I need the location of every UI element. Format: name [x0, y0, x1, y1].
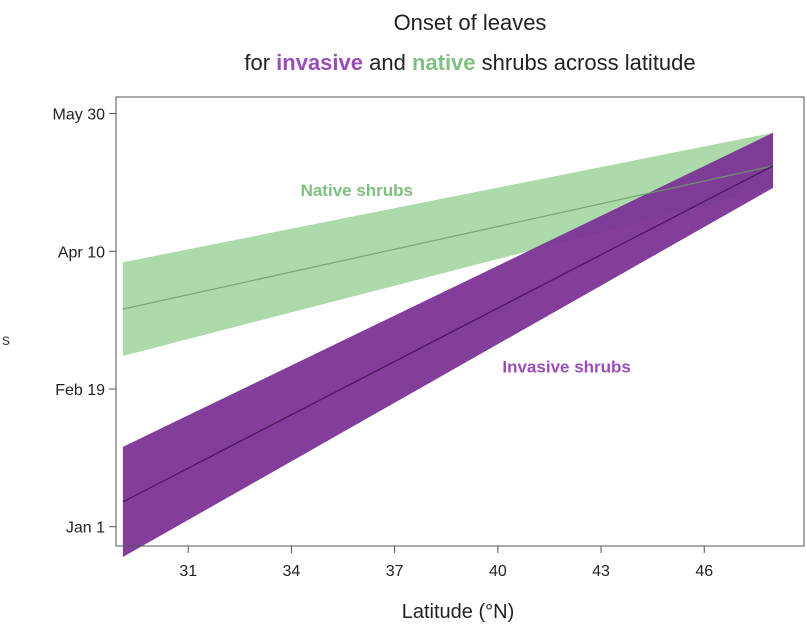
x-tick-label: 43 — [592, 563, 610, 580]
x-tick-label: 37 — [386, 563, 404, 580]
title-rest: shrubs across latitude — [476, 50, 696, 75]
invasive-shrubs-label: Invasive shrubs — [502, 357, 631, 376]
title-and: and — [363, 50, 412, 75]
invasive-shrubs-ci-band — [122, 132, 774, 558]
plot-area: 31 34 37 40 43 46 Jan 1 Feb 19 Apr 10 May 30 Nativ… — [53, 96, 805, 580]
plot-frame — [115, 96, 805, 547]
y-tick-label: Apr 10 — [58, 244, 105, 261]
title-for: for — [244, 50, 276, 75]
x-tick-label: 34 — [283, 563, 301, 580]
native-shrubs-label: Native shrubs — [301, 181, 413, 200]
native-shrubs-fit-line — [122, 165, 774, 310]
y-tick-label: Feb 19 — [55, 382, 105, 399]
native-shrubs-ci-band — [122, 132, 774, 356]
chart-title-line2: for invasive and native shrubs across la… — [244, 50, 695, 75]
x-tick-label: 40 — [489, 563, 507, 580]
title-native: native — [412, 50, 476, 75]
y-tick-label: Jan 1 — [66, 520, 105, 537]
title-invasive: invasive — [276, 50, 363, 75]
left-edge-text: s — [2, 332, 10, 349]
x-tick-label: 46 — [695, 563, 713, 580]
chart-title-line1: Onset of leaves — [394, 10, 547, 35]
invasive-shrubs-fit-line — [122, 165, 774, 503]
x-tick-label: 31 — [179, 563, 197, 580]
x-axis-label: Latitude (°N) — [402, 601, 515, 623]
y-tick-label: May 30 — [53, 107, 106, 124]
